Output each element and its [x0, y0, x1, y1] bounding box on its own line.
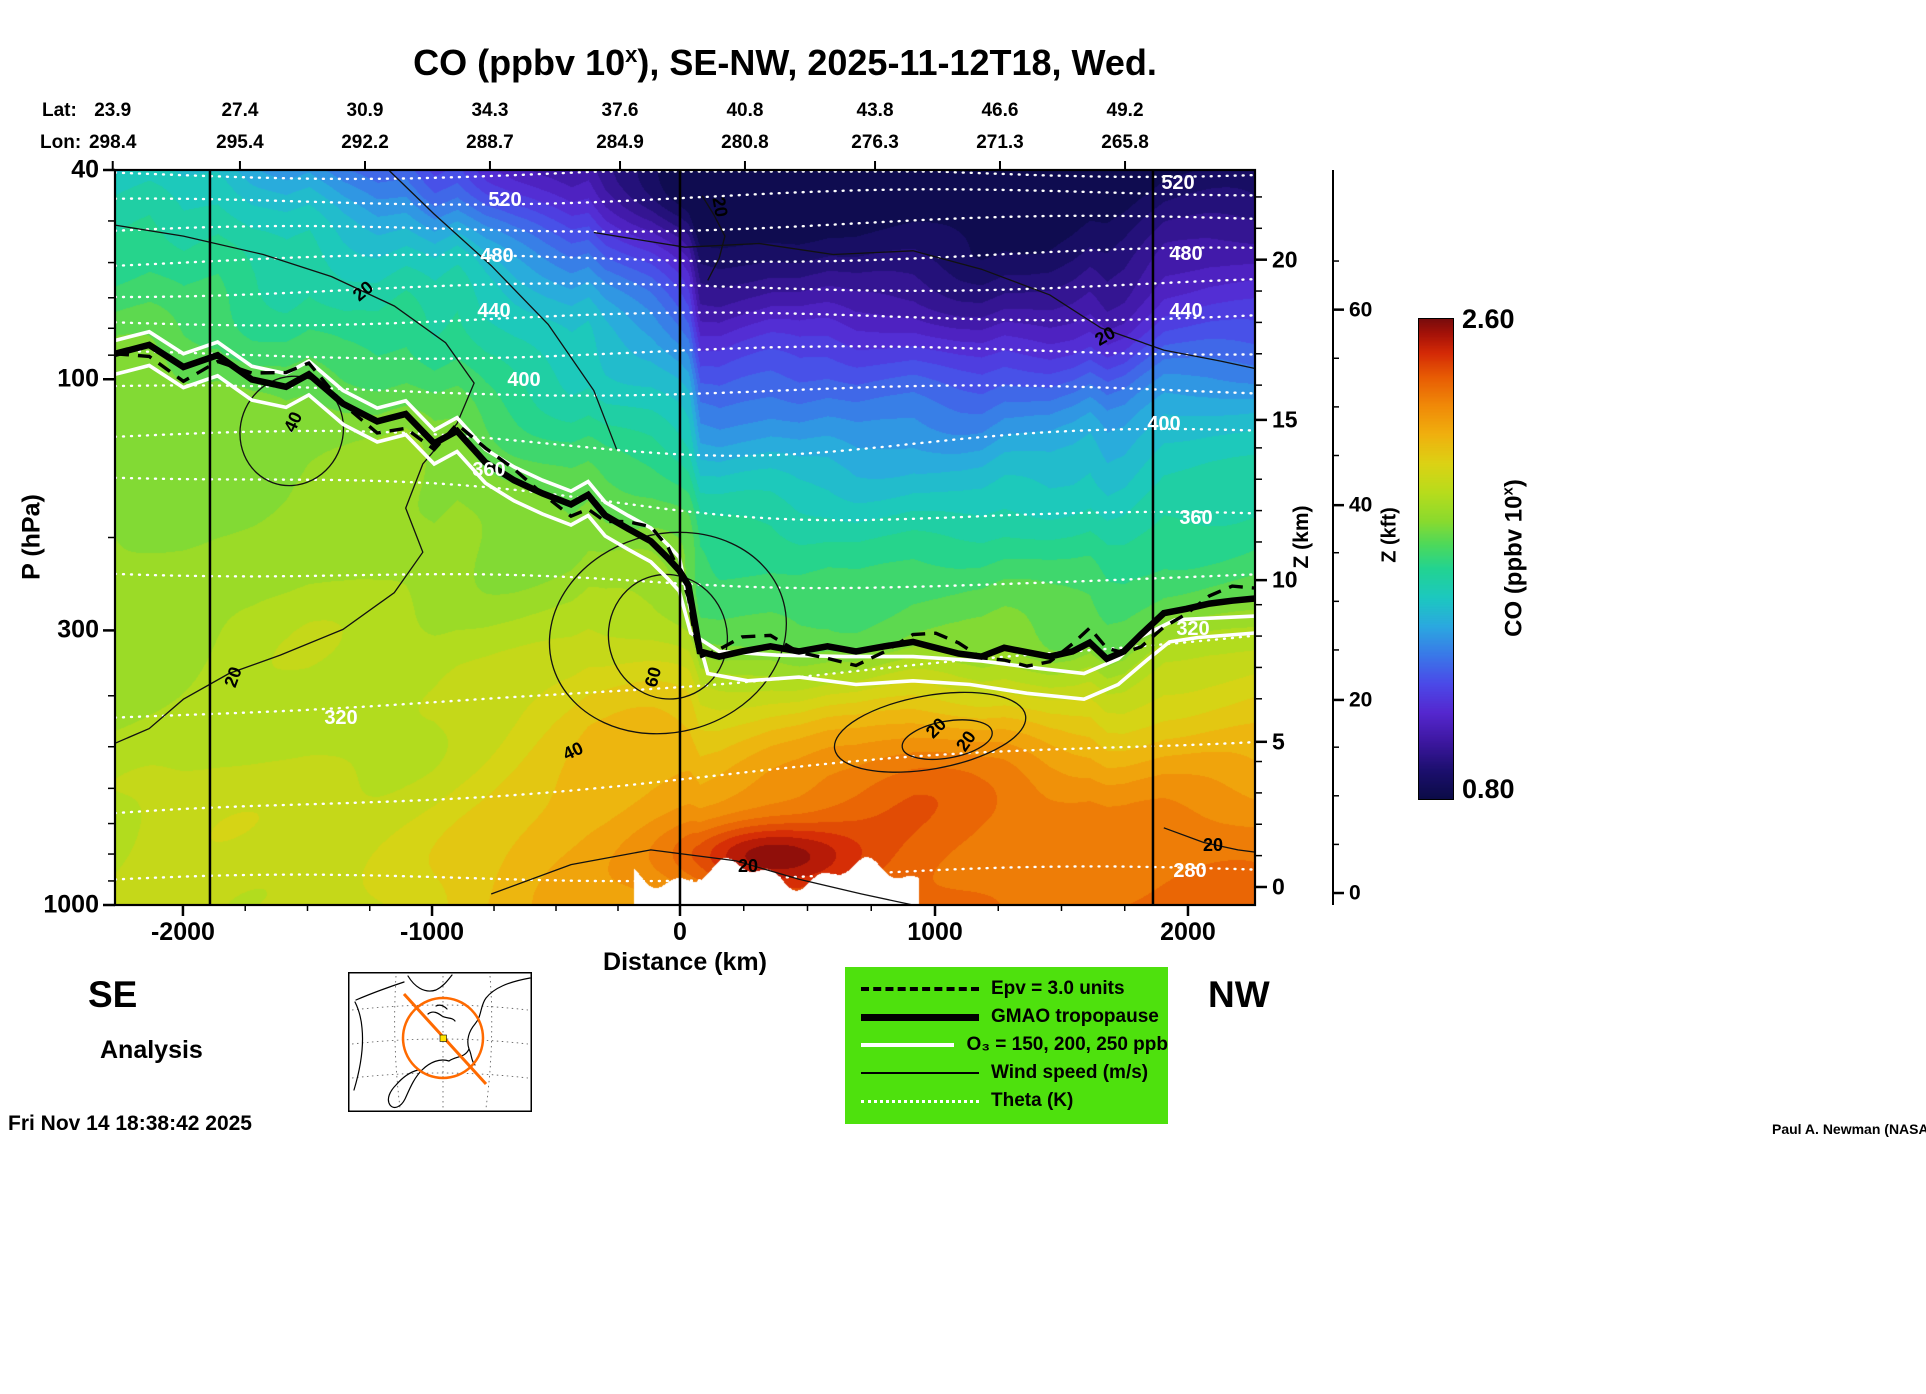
wind-contour-label: 60 [640, 664, 666, 690]
map-graticule [351, 975, 529, 1109]
wind-contour-label: 20 [1202, 835, 1224, 855]
lat-value: 30.9 [346, 100, 384, 121]
pressure-tick-label: 40 [71, 155, 99, 184]
zkm-tick-label: 15 [1272, 406, 1298, 433]
lat-axis-header: Lat: [42, 100, 77, 121]
zkft-tick-label: 40 [1349, 493, 1373, 517]
legend-item-ozone: O₃ = 150, 200, 250 ppb [845, 1031, 1168, 1059]
lon-value: 265.8 [1101, 132, 1149, 153]
colorbar [1418, 318, 1454, 800]
lon-value: 271.3 [976, 132, 1024, 153]
title-prefix: CO (ppbv 10 [413, 42, 626, 83]
theta-contour-label: 320 [1176, 618, 1210, 640]
pressure-tick-label: 100 [57, 364, 99, 393]
wind-line-sample [861, 1072, 979, 1074]
lon-value: 280.8 [721, 132, 769, 153]
lon-value: 276.3 [851, 132, 899, 153]
pressure-tick-label: 300 [57, 615, 99, 644]
zkm-tick-label: 20 [1272, 246, 1298, 273]
colorbar-label-prefix: CO (ppbv 10 [1500, 495, 1528, 637]
lon-value: 288.7 [466, 132, 514, 153]
theta-contour-label: 520 [1161, 172, 1195, 194]
map-center-marker [439, 1034, 447, 1042]
lon-value: 292.2 [341, 132, 389, 153]
theta-contour-label: 280 [1173, 860, 1207, 882]
map-inset [348, 972, 532, 1112]
colorbar-min: 0.80 [1462, 774, 1515, 804]
zkm-axis-label: Z (km) [1290, 505, 1313, 569]
lat-value: 37.6 [601, 100, 639, 121]
zkft-tick-label: 20 [1349, 688, 1373, 712]
legend: Epv = 3.0 units GMAO tropopause O₃ = 150… [845, 967, 1168, 1124]
zkm-tick-label: 0 [1272, 873, 1285, 900]
map-range-circle [401, 996, 485, 1080]
plot-title: CO (ppbv 10x), SE-NW, 2025-11-12T18, Wed… [115, 42, 1455, 84]
distance-tick-label: 1000 [907, 918, 963, 946]
theta-line-sample [861, 1099, 979, 1103]
lat-value: 34.3 [471, 100, 509, 121]
theta-contour-label: 360 [472, 459, 506, 481]
map-coastline [353, 974, 531, 1109]
wind-contour-label: 20 [708, 195, 732, 219]
legend-item-theta: Theta (K) [845, 1087, 1168, 1115]
title-exponent: x [625, 42, 638, 67]
distance-tick-label: 2000 [1160, 918, 1216, 946]
zkft-tick-label: 0 [1349, 881, 1361, 905]
theta-contour-label: 520 [488, 189, 522, 211]
lon-axis-header: Lon: [40, 132, 82, 153]
theta-contour-label: 440 [477, 300, 511, 322]
theta-contour-label: 320 [324, 707, 358, 729]
legend-label-epv: Epv = 3.0 units [991, 978, 1125, 999]
tropopause-line-sample [861, 1013, 979, 1021]
theta-contour-label: 480 [1169, 243, 1203, 265]
theta-contour-label: 480 [480, 245, 514, 267]
lon-value: 295.4 [216, 132, 264, 153]
legend-label-tropopause: GMAO tropopause [991, 1006, 1159, 1027]
zkft-tick-label: 60 [1349, 298, 1373, 322]
colorbar-label-suffix: ) [1500, 479, 1528, 488]
distance-axis-label: Distance (km) [603, 948, 767, 976]
legend-label-wind: Wind speed (m/s) [991, 1062, 1149, 1083]
zkft-axis-label: Z (kft) [1378, 507, 1401, 563]
ozone-line-sample [861, 1043, 955, 1047]
pressure-tick-label: 1000 [43, 890, 99, 919]
distance-tick-label: -1000 [400, 918, 465, 946]
legend-label-ozone: O₃ = 150, 200, 250 ppb [966, 1034, 1168, 1055]
colorbar-max: 2.60 [1462, 304, 1515, 334]
title-suffix: ), SE-NW, 2025-11-12T18, Wed. [637, 42, 1157, 83]
zkm-tick-label: 5 [1272, 728, 1285, 755]
theta-contour-label: 400 [507, 369, 541, 391]
lat-value: 27.4 [221, 100, 259, 121]
distance-tick-label: -2000 [150, 918, 215, 946]
colorbar-label: CO (ppbv 10x) [1500, 479, 1529, 637]
co-field-canvas [115, 170, 1255, 905]
wind-contour-label: 20 [737, 856, 759, 876]
legend-item-epv: Epv = 3.0 units [845, 975, 1168, 1003]
colorbar-label-exponent: x [1499, 487, 1517, 496]
theta-contour-label: 400 [1147, 413, 1181, 435]
lat-value: 49.2 [1106, 100, 1144, 121]
legend-item-tropopause: GMAO tropopause [845, 1003, 1168, 1031]
se-endpoint-label: SE [88, 974, 138, 1015]
legend-item-wind: Wind speed (m/s) [845, 1059, 1168, 1087]
lon-value: 298.4 [88, 132, 137, 153]
zkm-tick-label: 10 [1272, 566, 1298, 593]
epv-dashed-line-sample [861, 987, 979, 991]
analysis-label: Analysis [100, 1036, 203, 1064]
lat-value: 46.6 [981, 100, 1019, 121]
lat-value: 40.8 [726, 100, 764, 121]
distance-tick-label: 0 [673, 918, 687, 946]
theta-contour-label: 440 [1169, 300, 1203, 322]
lat-value: 23.9 [94, 100, 132, 121]
map-border [348, 972, 532, 1112]
timestamp: Fri Nov 14 18:38:42 2025 [8, 1112, 252, 1135]
nw-endpoint-label: NW [1208, 974, 1270, 1015]
lon-value: 284.9 [596, 132, 644, 153]
lat-value: 43.8 [856, 100, 894, 121]
credit: Paul A. Newman (NASA [1772, 1121, 1926, 1137]
theta-contour-label: 360 [1179, 507, 1213, 529]
pressure-axis-label: P (hPa) [17, 494, 46, 580]
legend-label-theta: Theta (K) [991, 1090, 1074, 1111]
